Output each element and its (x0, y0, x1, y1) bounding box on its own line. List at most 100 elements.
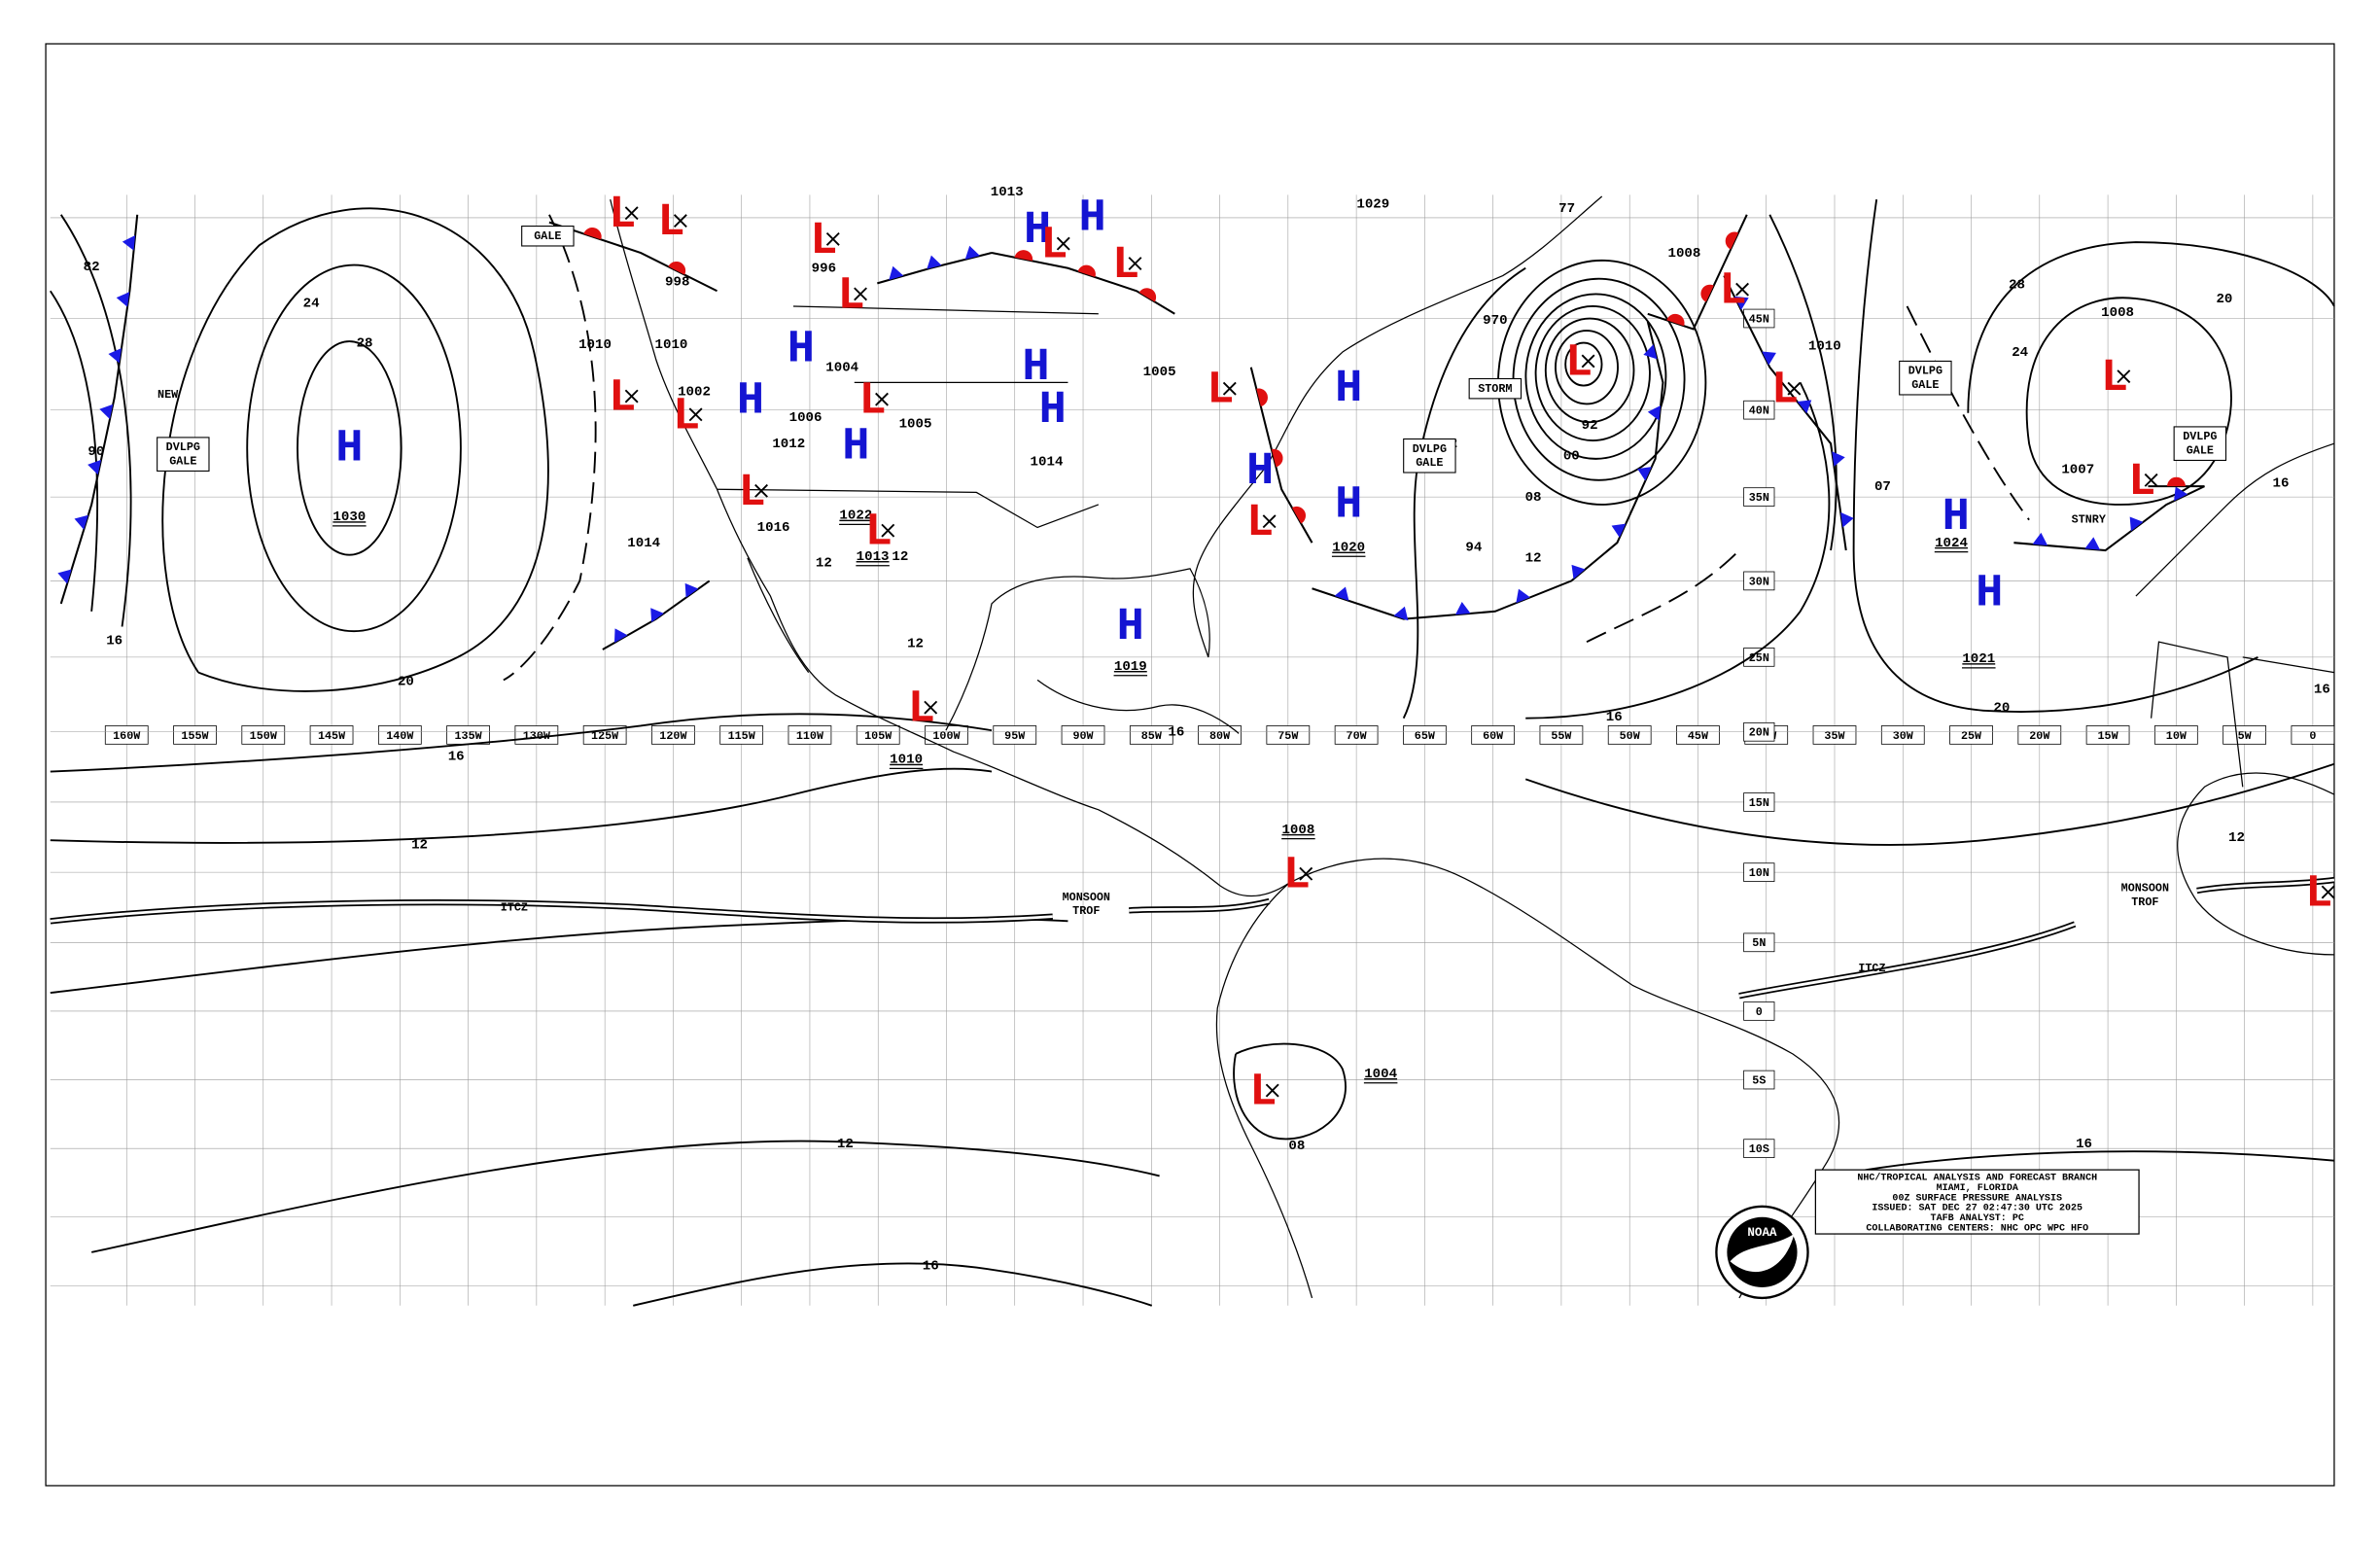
lon-label-box (1812, 725, 1857, 745)
isobar-label: 12 (2228, 830, 2245, 846)
lat-label: 10N (1749, 866, 1769, 880)
lat-label-box (1743, 571, 1775, 591)
front-line (1647, 214, 1748, 331)
low-center: L (858, 376, 886, 428)
feature-label: GALE (2187, 443, 2214, 457)
isobar-label: 90 (88, 444, 104, 460)
warm-front-barb (668, 261, 686, 275)
low-center: L (1246, 498, 1274, 549)
lon-label-box (1949, 725, 1993, 745)
isobar-label: 82 (84, 260, 100, 275)
low-center: L (1112, 240, 1139, 292)
lon-label: 5W (2238, 729, 2253, 743)
lon-label-box (104, 725, 149, 745)
low-center: L (1040, 221, 1068, 272)
isobar (2025, 297, 2232, 506)
cold-front-barb (650, 608, 664, 622)
front-line (59, 214, 139, 605)
isobar-label: 1005 (899, 417, 932, 433)
info-line: TAFB ANALYST: PC (1931, 1213, 2024, 1224)
lat-label: 40N (1749, 404, 1769, 418)
lon-label-box (1198, 725, 1242, 745)
isobar (633, 1262, 1153, 1307)
high-center: H (1335, 479, 1362, 531)
isobar-label: 20 (398, 675, 414, 690)
info-line: COLLABORATING CENTERS: NHC OPC WPC HFO (1866, 1223, 2088, 1234)
low-center: L (838, 270, 865, 322)
info-box: NHC/TROPICAL ANALYSIS AND FORECAST BRANC… (1814, 1169, 2140, 1235)
lat-label: 15N (1749, 796, 1769, 810)
logo-text: NOAA (1747, 1226, 1777, 1240)
lon-label: 10W (2166, 729, 2188, 743)
cold-front-barb (1516, 588, 1530, 604)
fronts (57, 214, 2205, 650)
cold-front-barb (1762, 351, 1776, 366)
high-center: H (1024, 205, 1051, 257)
center-pressure: 1024 (1935, 536, 1968, 551)
isobar-label: 24 (303, 297, 320, 312)
warm-front-barb (583, 228, 602, 240)
center-pressure: 1020 (1332, 541, 1365, 556)
low-center: L (2305, 869, 2332, 921)
front-line (991, 252, 1175, 315)
isobar (1564, 341, 1603, 387)
info-line: ISSUED: SAT DEC 27 02:47:30 UTC 2025 (1872, 1204, 2082, 1214)
low-center: L (865, 508, 892, 559)
info-line: MIAMI, FLORIDA (1937, 1183, 2019, 1194)
isobar-label: 16 (106, 633, 122, 649)
isobar-label: 16 (448, 750, 465, 765)
lat-label: 20N (1749, 726, 1769, 740)
isobar (1768, 214, 1838, 551)
lon-label: 25W (1961, 729, 1982, 743)
low-marker (825, 231, 840, 246)
lon-label-box (788, 725, 832, 745)
feature-box (2173, 426, 2227, 461)
cold-front-barb (1797, 400, 1812, 414)
warm-front-barb (2167, 476, 2186, 487)
isobar-label: 12 (892, 549, 908, 565)
feature-label: ITCZ (501, 900, 528, 914)
low-marker (881, 523, 895, 538)
high-center: H (788, 324, 815, 375)
cold-front-barb (889, 265, 904, 280)
lat-label-box (1743, 721, 1775, 742)
warm-front-barb (1138, 288, 1157, 302)
coastline (1036, 679, 1240, 734)
lon-label-box (1334, 725, 1379, 745)
lon-label: 100W (932, 729, 961, 743)
coastline (610, 198, 1290, 897)
feature-label: ITCZ (1858, 962, 1885, 975)
high-center: H (1942, 492, 1970, 544)
isobar-label: 16 (2314, 683, 2330, 698)
low-marker (624, 206, 639, 221)
high-center: H (1246, 446, 1274, 498)
isobar (90, 1140, 1160, 1253)
coastline (2135, 442, 2335, 597)
feature-label: STORM (1478, 382, 1512, 396)
lat-label-box (1743, 400, 1775, 420)
lon-label: 125W (591, 729, 619, 743)
front-line (1249, 367, 1313, 544)
cold-front-barb (1637, 467, 1652, 481)
isobar-label: 1002 (678, 385, 711, 401)
low-marker (2321, 885, 2335, 899)
isobar-label: 1005 (1143, 365, 1176, 380)
isobar-label: 1010 (1808, 338, 1841, 354)
lon-label: 15W (2098, 729, 2119, 743)
lon-label-box (173, 725, 217, 745)
feature-label: TROF (1072, 904, 1100, 918)
isobar-label: 970 (1483, 313, 1507, 329)
lon-label: 135W (454, 729, 482, 743)
low-center: L (1283, 851, 1311, 902)
itcz-line (1129, 899, 1270, 912)
isobar-label: 94 (1465, 541, 1482, 556)
cold-front-barb (964, 245, 980, 260)
low-marker (688, 407, 703, 422)
noaa-logo: NOAA (1715, 1205, 1809, 1300)
isobar-label: 24 (2012, 345, 2028, 361)
lon-label: 140W (386, 729, 414, 743)
low-center: L (739, 468, 766, 519)
low-marker (875, 392, 889, 406)
isobar (1544, 317, 1635, 424)
isobar (1967, 241, 2335, 413)
